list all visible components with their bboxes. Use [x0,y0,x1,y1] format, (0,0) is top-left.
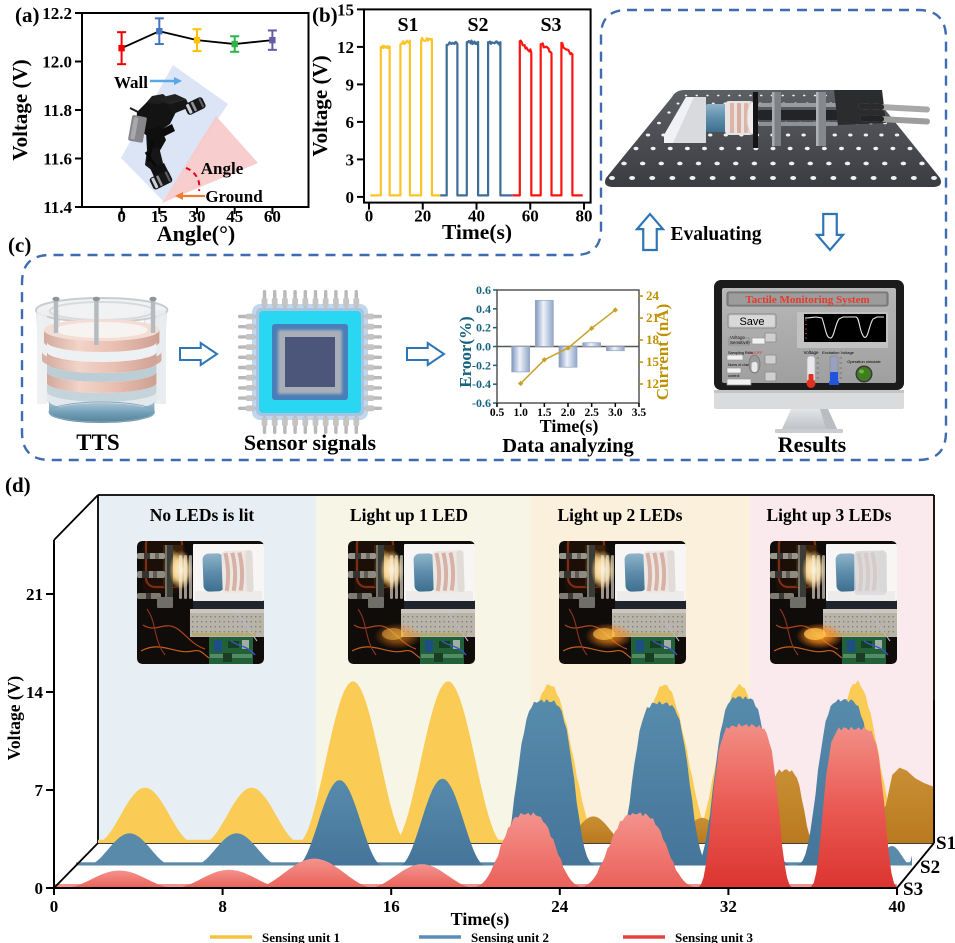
svg-text:0.4: 0.4 [476,302,491,316]
svg-text:S2: S2 [920,857,940,878]
svg-text:0.5: 0.5 [490,407,505,419]
svg-text:12.0: 12.0 [42,53,72,72]
svg-text:15: 15 [151,207,168,226]
svg-text:Sensing unit 3: Sensing unit 3 [675,930,754,943]
svg-text:14: 14 [26,683,44,702]
svg-text:20: 20 [414,207,431,226]
svg-text:6: 6 [346,113,355,132]
svg-text:18: 18 [646,332,660,347]
svg-text:30: 30 [189,207,206,226]
svg-text:Voltage (V): Voltage (V) [4,676,24,761]
svg-text:60: 60 [522,207,539,226]
svg-text:Voltage (V): Voltage (V) [308,55,332,156]
svg-text:S3: S3 [540,14,561,36]
svg-text:3: 3 [346,150,355,169]
svg-text:24: 24 [646,288,660,303]
svg-text:S1: S1 [936,833,955,854]
svg-text:21: 21 [26,585,43,604]
svg-text:0: 0 [50,897,59,916]
svg-text:40: 40 [468,207,485,226]
svg-text:11.4: 11.4 [43,198,72,217]
svg-text:Sensing unit 2: Sensing unit 2 [471,930,549,943]
svg-text:Sensing unit 1: Sensing unit 1 [262,930,340,943]
svg-text:(c): (c) [8,233,31,257]
svg-text:12: 12 [646,376,659,391]
svg-text:2.5: 2.5 [584,407,599,419]
svg-text:Voltage: Voltage [730,335,746,340]
svg-text:60: 60 [264,207,281,226]
svg-text:Time(s): Time(s) [540,416,599,437]
svg-text:0.6: 0.6 [476,283,491,297]
svg-text:Time(s): Time(s) [442,220,512,244]
svg-text:S3: S3 [903,879,923,900]
svg-text:Data analyzing: Data analyzing [502,435,634,457]
svg-text:ON/OFF: ON/OFF [747,350,763,355]
svg-text:S2: S2 [467,14,488,36]
svg-text:80: 80 [576,207,593,226]
svg-text:21: 21 [646,310,659,325]
svg-text:Light up 1 LED: Light up 1 LED [350,505,468,525]
svg-text:Operation simulate: Operation simulate [847,359,881,364]
svg-text:Sensitivity: Sensitivity [730,340,751,345]
svg-text:Voltage (V): Voltage (V) [8,59,32,160]
svg-text:0.0: 0.0 [476,340,491,354]
svg-text:12.2: 12.2 [42,4,72,23]
svg-text:Angle(°): Angle(°) [157,221,235,246]
svg-text:Tactile Monitoring System: Tactile Monitoring System [745,294,869,306]
svg-text:0: 0 [365,207,374,226]
svg-text:Light up 2 LEDs: Light up 2 LEDs [558,505,683,525]
svg-text:(d): (d) [5,473,31,497]
svg-text:Evaluating: Evaluating [670,224,761,245]
svg-text:0: 0 [117,207,126,226]
svg-text:Current (nA): Current (nA) [653,304,672,400]
svg-text:Results: Results [778,432,847,457]
svg-text:TTS: TTS [76,430,119,455]
svg-text:Nums of channel: Nums of channel [728,363,754,367]
svg-text:16: 16 [383,897,400,916]
svg-text:control: control [728,374,740,378]
svg-text:1.5: 1.5 [537,407,552,419]
svg-text:3.5: 3.5 [632,407,647,419]
svg-text:45: 45 [226,207,243,226]
svg-text:0: 0 [35,879,44,898]
svg-text:0: 0 [346,188,355,207]
svg-text:1.0: 1.0 [513,407,528,419]
svg-text:Eroor(%): Eroor(%) [456,316,475,387]
svg-text:-0.6: -0.6 [472,396,491,410]
svg-text:3.0: 3.0 [608,407,623,419]
svg-text:15: 15 [337,0,354,19]
svg-text:(b): (b) [312,3,338,27]
svg-text:Wall: Wall [114,73,148,92]
svg-text:t(s): t(s) [809,342,815,347]
svg-text:12: 12 [337,38,354,57]
svg-text:Angle: Angle [201,159,244,178]
svg-text:11.8: 11.8 [43,101,72,120]
svg-text:No LEDs is lit: No LEDs is lit [150,505,255,525]
svg-text:7: 7 [35,781,44,800]
svg-text:Sensor signals: Sensor signals [244,430,377,455]
svg-text:0.2: 0.2 [476,321,491,335]
svg-text:Sampling Rate: Sampling Rate [728,351,753,355]
svg-text:-0.2: -0.2 [472,358,491,372]
svg-text:8: 8 [218,897,227,916]
svg-text:32: 32 [720,897,737,916]
svg-text:40: 40 [889,897,906,916]
svg-text:Ground: Ground [205,187,263,206]
svg-text:24: 24 [551,897,569,916]
svg-text:15: 15 [646,354,660,369]
svg-text:(a): (a) [15,3,40,27]
svg-text:Light up 3 LEDs: Light up 3 LEDs [767,505,892,525]
svg-text:9: 9 [346,75,355,94]
svg-text:Save: Save [739,316,764,328]
svg-text:Voltage: Voltage [803,350,819,355]
svg-text:11.6: 11.6 [43,150,72,169]
svg-text:Excitation Voltage: Excitation Voltage [822,350,855,355]
svg-text:2.0: 2.0 [561,407,576,419]
svg-text:-0.4: -0.4 [472,377,491,391]
svg-text:Time(s): Time(s) [451,909,510,930]
svg-text:S1: S1 [397,14,418,36]
